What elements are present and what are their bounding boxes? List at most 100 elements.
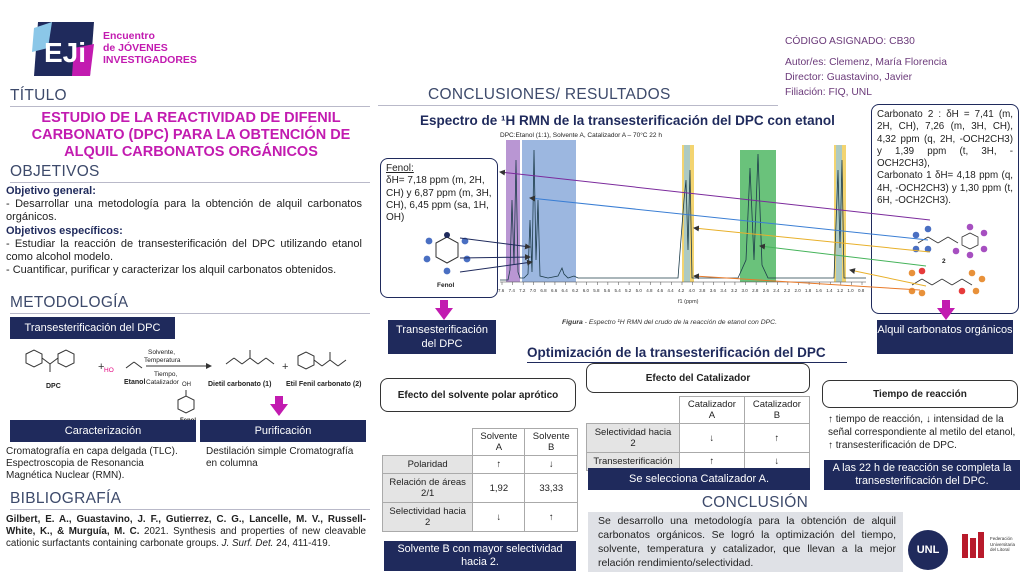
catalizador-header-cell: Catalizador B <box>743 396 811 424</box>
product-2: Etil Fenil carbonato (2) <box>286 381 361 388</box>
solvente-row: Selectividad hacia 2 ↓ ↑ <box>381 502 578 532</box>
authors: Autor/es: Clemenz, María Florencia <box>785 57 947 68</box>
carb2-label: 2 <box>942 258 946 265</box>
fenol-data: δH= 7,18 ppm (m, 2H, CH) y 6,87 ppm (m, … <box>386 175 492 224</box>
solvente-cell: 1,92 <box>472 473 526 503</box>
specific-1: - Estudiar la reacción de transesterific… <box>6 237 362 264</box>
event-line-1: Encuentro <box>103 30 155 42</box>
cond-4: Catalizador <box>146 379 180 386</box>
figure-caption-bold: Figura <box>562 319 583 326</box>
svg-text:EJi: EJi <box>44 37 86 68</box>
spectrum-tick-label: 5.2 <box>625 288 632 293</box>
solvente-header-cell: Solvente A <box>472 428 526 456</box>
solvente-cell: ↓ <box>472 502 526 532</box>
optimizacion-title: Optimización de la transesterificación d… <box>527 345 847 363</box>
catalizador-result: Se selecciona Catalizador A. <box>588 468 810 490</box>
caracterizacion-box: Caracterización <box>10 420 196 442</box>
tiempo-title: Tiempo de reacción <box>822 380 1018 408</box>
solvente-header-cell: Solvente B <box>524 428 578 456</box>
spectrum-tick-label: 5.0 <box>636 288 643 293</box>
catalizador-cell: ↑ <box>743 423 811 453</box>
reaction-scheme: + + DPC Etanol HO Solvente, Temperatura … <box>25 349 361 424</box>
spectrum-tick-label: 2.6 <box>763 288 770 293</box>
director: Director: Guastavino, Javier <box>785 72 913 83</box>
catalizador-header-cell <box>586 396 680 424</box>
solvente-table: Solvente A Solvente B Polaridad ↑ ↓ Relación … <box>381 428 578 532</box>
svg-text:+: + <box>282 361 288 373</box>
spectrum-tick-label: 6.8 <box>540 288 547 293</box>
catalizador-title: Efecto del Catalizador <box>586 363 810 393</box>
ref-journal: J. Surf. Det. <box>221 538 274 549</box>
spectrum-tick-label: 3.0 <box>742 288 749 293</box>
fenol-card: Fenol: δH= 7,18 ppm (m, 2H, CH) y 6,87 p… <box>380 158 498 298</box>
spectrum-tick-label: 4.0 <box>689 288 696 293</box>
etanol-label: Etanol <box>124 379 145 386</box>
metodologia-label: METODOLOGÍA <box>10 294 129 311</box>
spectrum-tick-label: 1.6 <box>816 288 823 293</box>
catalizador-header-cell: Catalizador A <box>679 396 745 424</box>
spectrum-tick-label: 6.6 <box>551 288 558 293</box>
solvente-row: Polaridad ↑ ↓ <box>381 455 578 474</box>
solvente-cell: 33,33 <box>524 473 578 503</box>
reference: Gilbert, E. A., Guastavino, J. F., Gutie… <box>6 514 366 550</box>
poster-title: ESTUDIO DE LA REACTIVIDAD DE DIFENIL CAR… <box>31 110 351 160</box>
ful-logo: Federación Universitaria del Litoral <box>960 530 1020 570</box>
svg-text:HO: HO <box>104 367 114 374</box>
spectrum-tick-label: 4.4 <box>667 288 674 293</box>
catalizador-cell: ↑ <box>679 452 745 471</box>
conclusiones-header: CONCLUSIONES/ RESULTADOS <box>378 86 778 106</box>
carbonatos-card: Carbonato 2 : δH = 7,41 (m, 2H, CH), 7,2… <box>871 104 1019 314</box>
ref-rest: 2021. Synthesis and properties of new cl… <box>6 526 366 549</box>
objetivos-body: Objetivo general: - Desarrollar una meto… <box>6 185 362 277</box>
cond-2: Temperatura <box>144 357 181 364</box>
fed-line-2: Universitaria <box>990 541 1016 547</box>
solvente-cell: Selectividad hacia 2 <box>381 502 474 532</box>
titulo-label: TÍTULO <box>10 87 67 104</box>
carb2-data: Carbonato 2 : δH = 7,41 (m, 2H, CH), 7,2… <box>877 109 1013 170</box>
spectrum-axis-label: f1 (ppm) <box>678 299 699 305</box>
solvente-row: Relación de áreas 2/1 1,92 33,33 <box>381 473 578 503</box>
objetivos-label: OBJETIVOS <box>10 163 100 180</box>
spectrum-tick-label: 6.4 <box>562 288 569 293</box>
alquil-result-box: Alquil carbonatos orgánicos <box>877 320 1013 354</box>
ref-authors: Gilbert, E. A., Guastavino, J. F., Gutie… <box>6 514 366 537</box>
trans-result-box: Transesterificación del DPC <box>388 320 496 354</box>
spectrum-tick-label: 6.0 <box>583 288 590 293</box>
event-name: Encuentro de JÓVENES INVESTIGADORES <box>103 30 197 66</box>
spectrum-tick-label: 2.2 <box>784 288 791 293</box>
fed-line-1: Federación <box>990 536 1013 541</box>
solvente-cell: Relación de áreas 2/1 <box>381 473 474 503</box>
figure-caption-text: - Espectro ¹H RMN del crudo de la reacci… <box>582 319 777 326</box>
purificacion-box: Purificación <box>200 420 366 442</box>
metodologia-header: METODOLOGÍA <box>10 294 370 314</box>
spectrum-tick-label: 3.2 <box>731 288 738 293</box>
solvente-header-cell <box>382 428 473 456</box>
spectrum-tick-label: 5.6 <box>604 288 611 293</box>
solvente-result: Solvente B con mayor selectividad hacia … <box>384 541 576 571</box>
spectrum-tick-label: 2.8 <box>752 288 759 293</box>
solvente-cell: ↓ <box>524 455 578 474</box>
cond-1: Solvente, <box>148 349 175 356</box>
catalizador-table: Catalizador A Catalizador B Selectividad h… <box>585 396 811 471</box>
eji-logo: EJi <box>30 18 98 80</box>
arrow-down-icon <box>937 300 955 320</box>
spectrum-tick-label: 2.0 <box>794 288 801 293</box>
catalizador-cell: Selectividad hacia 2 <box>585 423 681 453</box>
fenol-title: Fenol: <box>386 163 414 174</box>
spectrum-tick-label: 1.4 <box>826 288 833 293</box>
nmr-spectrum: 7.6 7.4 7.2 7.0 6.8 6.6 6.4 6.2 6.0 5.8 5.6 5.4 5.2 5… <box>498 140 866 305</box>
spectrum-title: Espectro de ¹H RMN de la transesterifica… <box>420 113 835 128</box>
specific-2: - Cuantificar, purificar y caracterizar … <box>6 264 337 277</box>
catalizador-header-row: Catalizador A Catalizador B <box>586 396 811 424</box>
general-text: - Desarrollar una metodología para la ob… <box>6 198 362 224</box>
objetivos-header: OBJETIVOS <box>10 163 370 183</box>
affiliation: Filiación: FIQ, UNL <box>785 87 872 98</box>
fenol-structure: Fenol <box>423 232 471 289</box>
caract-text: Cromatografía en capa delgada (TLC). Esp… <box>6 446 178 481</box>
spectrum-tick-label: 6.2 <box>572 288 579 293</box>
conclusion-bg <box>588 512 903 572</box>
catalizador-row: Selectividad hacia 2 ↓ ↑ <box>585 423 811 453</box>
unl-logo: UNL <box>908 530 948 570</box>
eji-logo-icon: EJi <box>32 22 94 76</box>
svg-text:OH: OH <box>182 382 191 388</box>
